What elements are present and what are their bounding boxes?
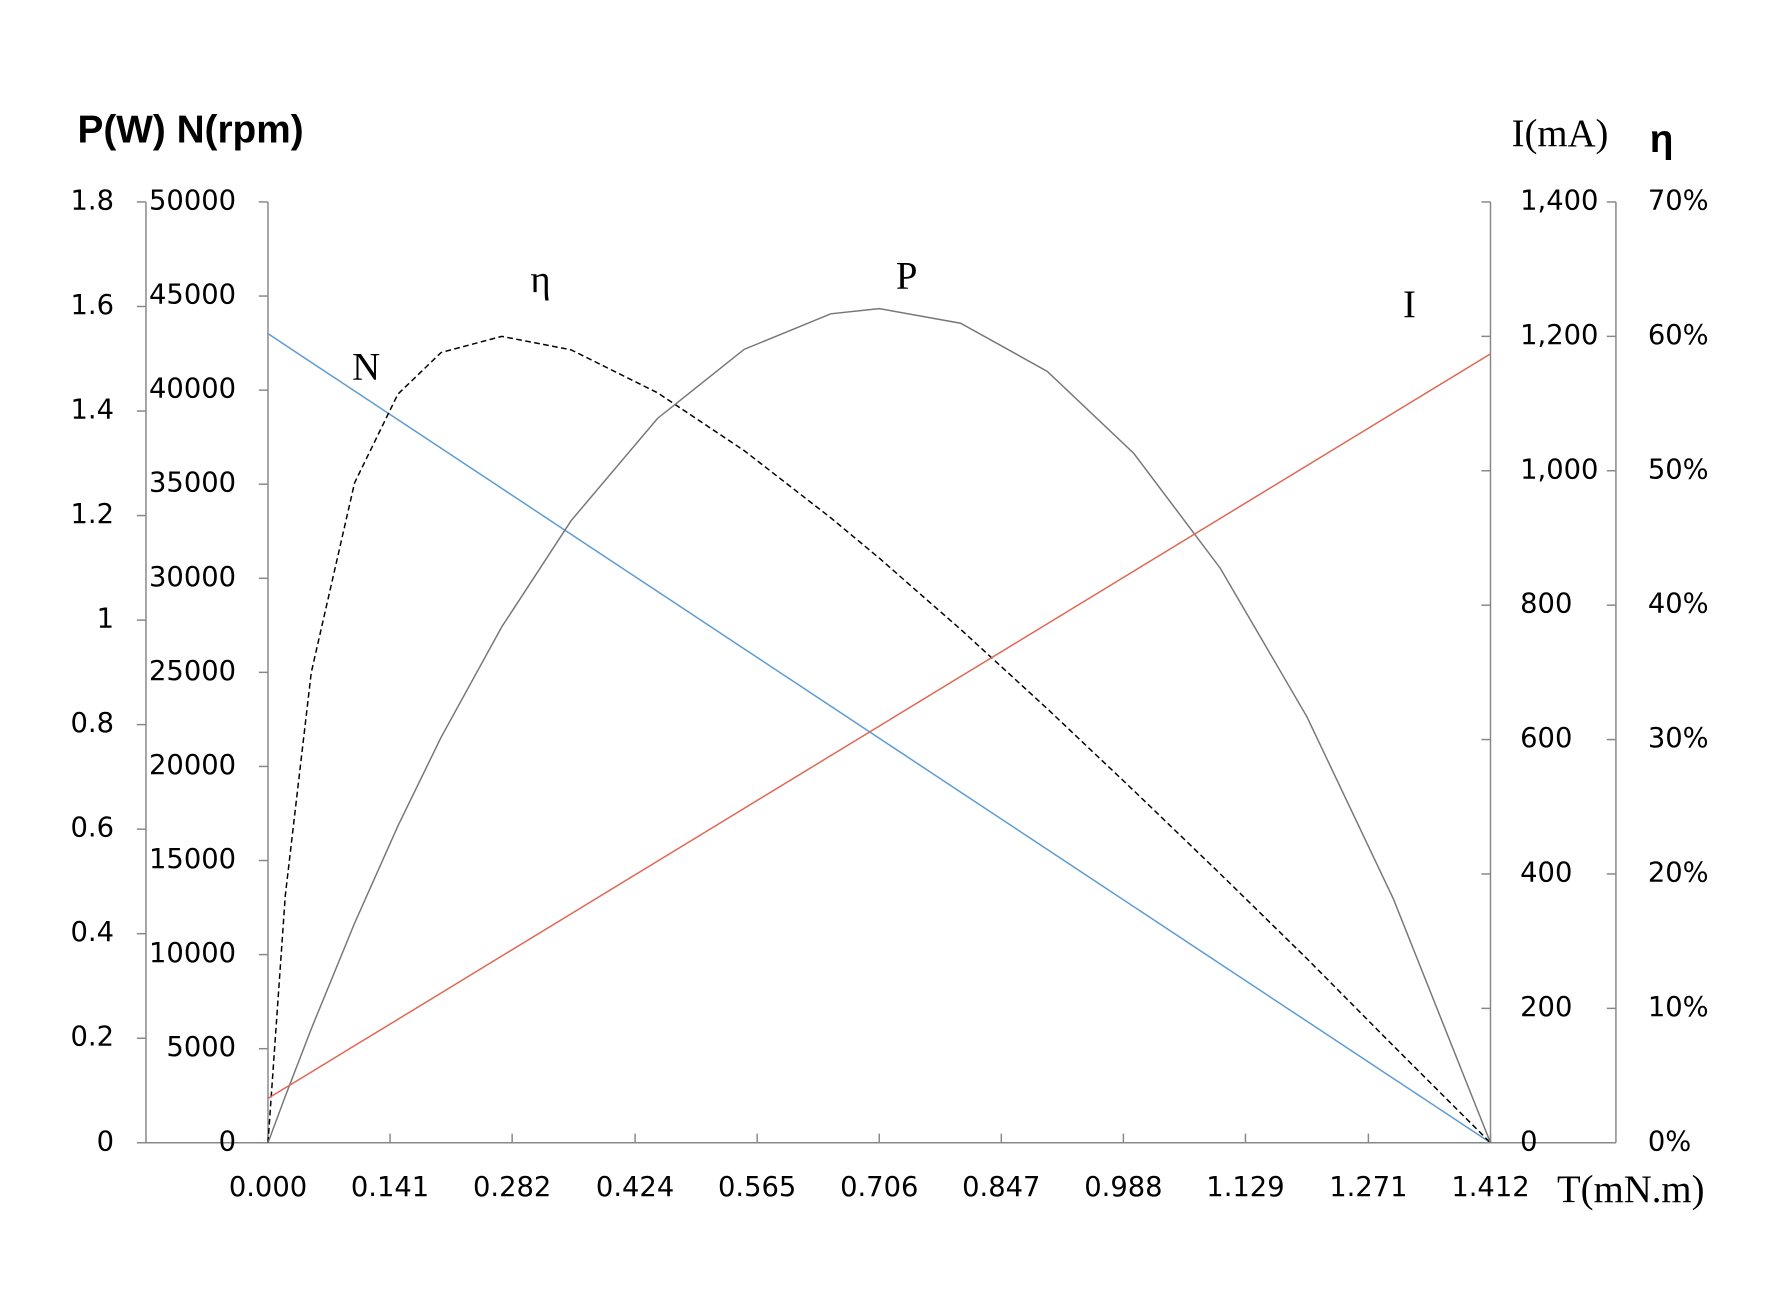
y2-tick-label: 10000 xyxy=(149,938,236,969)
y-tick-label: 1.6 xyxy=(71,290,115,321)
y3-tick-label: 400 xyxy=(1520,857,1572,888)
y2-tick-label: 50000 xyxy=(149,185,236,216)
x-tick-label: 0.565 xyxy=(718,1172,796,1203)
y-tick-label: 1.8 xyxy=(71,185,115,216)
y2-tick-label: 30000 xyxy=(149,562,236,593)
y-tick-label: 1 xyxy=(97,604,114,635)
y4-tick-label: 50% xyxy=(1648,454,1709,485)
y3-tick-label: 1,400 xyxy=(1520,185,1598,216)
x-tick-label: 1.271 xyxy=(1329,1172,1407,1203)
x-tick-label: 0.141 xyxy=(351,1172,429,1203)
y3-tick-label: 200 xyxy=(1520,992,1572,1023)
y3-tick-label: 800 xyxy=(1520,589,1572,620)
y3-tick-label: 0 xyxy=(1520,1126,1537,1157)
y-tick-label: 0.2 xyxy=(71,1022,115,1053)
y-tick-label: 0 xyxy=(97,1126,114,1157)
y3-tick-label: 600 xyxy=(1520,723,1572,754)
y2-tick-label: 25000 xyxy=(149,656,236,687)
y3-tick-label: 1,000 xyxy=(1520,454,1598,485)
y2-tick-label: 0 xyxy=(219,1126,236,1157)
series-line xyxy=(267,335,1492,1144)
y2-tick-label: 40000 xyxy=(149,374,236,405)
y4-tick-label: 10% xyxy=(1648,992,1709,1023)
y2-tick-label: 20000 xyxy=(149,750,236,781)
y4-tick-label: 40% xyxy=(1648,589,1709,620)
y2-tick-label: 45000 xyxy=(149,280,236,311)
series-line xyxy=(267,353,1491,1100)
y4-tick-label: 60% xyxy=(1648,320,1709,351)
y3-axis-title: I(mA) xyxy=(1512,112,1609,155)
x-axis-title: T(mN.m) xyxy=(1557,1168,1705,1211)
y4-axis-title: η xyxy=(1650,118,1674,161)
y-tick-label: 1.4 xyxy=(71,395,115,426)
y4-tick-label: 0% xyxy=(1648,1126,1691,1157)
x-tick-label: 1.129 xyxy=(1206,1172,1284,1203)
y3-tick-label: 1,200 xyxy=(1520,320,1598,351)
y4-tick-label: 20% xyxy=(1648,857,1709,888)
x-tick-label: 0.282 xyxy=(473,1172,551,1203)
series-label: N xyxy=(352,346,380,389)
x-tick-label: 0.988 xyxy=(1084,1172,1162,1203)
y-axis-title: P(W) N(rpm) xyxy=(78,109,304,152)
y-tick-label: 0.4 xyxy=(71,917,115,948)
x-tick-label: 0.847 xyxy=(962,1172,1040,1203)
x-tick-label: 1.412 xyxy=(1451,1172,1529,1203)
x-tick-label: 0.424 xyxy=(596,1172,674,1203)
y-tick-label: 1.2 xyxy=(71,499,115,530)
series-label: P xyxy=(896,254,918,297)
y2-tick-label: 5000 xyxy=(166,1032,236,1063)
y-tick-label: 0.6 xyxy=(71,813,115,844)
x-tick-label: 0.000 xyxy=(229,1172,307,1203)
x-tick-label: 0.706 xyxy=(840,1172,918,1203)
series-line xyxy=(267,333,1491,1144)
series-label: I xyxy=(1403,283,1416,326)
series-label: η xyxy=(530,258,550,301)
y-tick-label: 0.8 xyxy=(71,708,115,739)
y2-tick-label: 35000 xyxy=(149,468,236,499)
series-line xyxy=(267,307,1492,1144)
y2-tick-label: 15000 xyxy=(149,844,236,875)
y4-tick-label: 30% xyxy=(1648,723,1709,754)
y4-tick-label: 70% xyxy=(1648,185,1709,216)
